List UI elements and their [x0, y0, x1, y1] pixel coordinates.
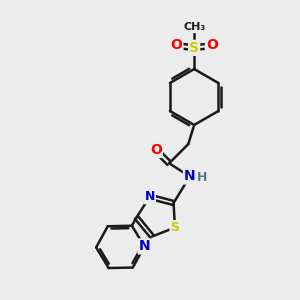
Text: N: N — [184, 169, 196, 184]
Text: S: S — [189, 41, 199, 55]
Text: H: H — [197, 172, 207, 184]
Text: CH₃: CH₃ — [183, 22, 205, 32]
Text: N: N — [145, 190, 155, 203]
Text: O: O — [150, 143, 162, 157]
Text: S: S — [170, 221, 179, 234]
Text: N: N — [139, 239, 150, 254]
Text: O: O — [206, 38, 218, 52]
Text: O: O — [171, 38, 182, 52]
